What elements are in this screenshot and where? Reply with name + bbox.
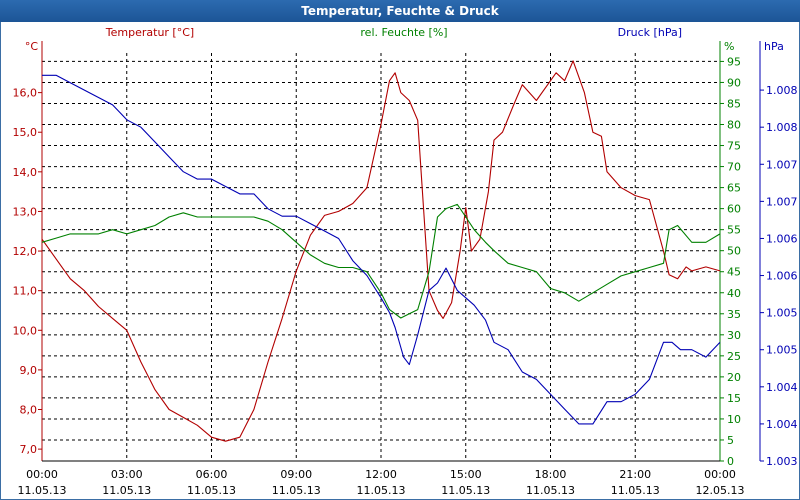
middle-tick-label: 65: [727, 182, 741, 195]
middle-tick-label: 50: [727, 245, 741, 258]
left-tick-label: 16,0: [13, 87, 38, 100]
x-tick-time: 03:00: [111, 468, 143, 481]
left-tick-label: 8,0: [20, 404, 38, 417]
middle-tick-label: 10: [727, 413, 741, 426]
middle-axis-title: rel. Feuchte [%]: [360, 26, 447, 39]
axes: [38, 41, 764, 462]
middle-tick-label: 0: [727, 455, 734, 468]
right-tick-label: 1.005: [766, 344, 798, 357]
x-tick-time: 18:00: [535, 468, 567, 481]
left-tick-label: 11,0: [13, 285, 38, 298]
x-tick-time: 09:00: [280, 468, 312, 481]
labels: 00:00 11.05.13 03:00 11.05.13 06:00 11.05.13 0…: [13, 26, 798, 497]
middle-axis-unit: %: [724, 40, 734, 53]
middle-tick-label: 5: [727, 434, 734, 447]
right-tick-label: 1.006: [766, 270, 798, 283]
left-tick-label: 12,0: [13, 245, 38, 258]
middle-tick-label: 60: [727, 203, 741, 216]
middle-tick-label: 80: [727, 119, 741, 132]
left-tick-label: 15,0: [13, 126, 38, 139]
middle-tick-label: 85: [727, 97, 741, 110]
left-tick-label: 7,0: [20, 443, 38, 456]
left-tick-label: 9,0: [20, 364, 38, 377]
x-tick-date: 11.05.13: [441, 484, 490, 497]
x-tick-date: 11.05.13: [526, 484, 575, 497]
right-tick-label: 1.004: [766, 418, 798, 431]
right-tick-label: 1.008: [766, 121, 798, 134]
right-tick-label: 1.007: [766, 195, 798, 208]
middle-tick-label: 20: [727, 371, 741, 384]
right-tick-label: 1.006: [766, 232, 798, 245]
middle-tick-label: 40: [727, 287, 741, 300]
x-tick-date: 11.05.13: [611, 484, 660, 497]
series-layer: [41, 60, 721, 442]
series-line-rel-feuchte: [41, 203, 721, 319]
left-tick-label: 13,0: [13, 205, 38, 218]
middle-tick-label: 35: [727, 308, 741, 321]
middle-tick-label: 90: [727, 76, 741, 89]
middle-tick-label: 45: [727, 266, 741, 279]
x-tick-time: 21:00: [619, 468, 651, 481]
x-tick-date: 11.05.13: [102, 484, 151, 497]
left-axis-title: Temperatur [°C]: [105, 26, 194, 39]
x-tick-time: 00:00: [704, 468, 736, 481]
left-axis-unit: °C: [25, 40, 39, 53]
middle-tick-label: 95: [727, 55, 741, 68]
chart-title: Temperatur, Feuchte & Druck: [0, 0, 800, 22]
middle-tick-label: 30: [727, 329, 741, 342]
right-tick-label: 1.007: [766, 158, 798, 171]
x-tick-time: 06:00: [196, 468, 228, 481]
right-axis-title: Druck [hPa]: [618, 26, 682, 39]
right-tick-label: 1.004: [766, 381, 798, 394]
x-tick-time: 12:00: [365, 468, 397, 481]
left-tick-label: 10,0: [13, 324, 38, 337]
middle-tick-label: 70: [727, 161, 741, 174]
right-tick-label: 1.005: [766, 307, 798, 320]
x-tick-time: 15:00: [450, 468, 482, 481]
x-tick-time: 00:00: [26, 468, 58, 481]
left-tick-label: 14,0: [13, 166, 38, 179]
x-tick-date: 11.05.13: [357, 484, 406, 497]
series-line-druck: [42, 74, 721, 425]
grid: [42, 53, 720, 461]
x-tick-date: 12.05.13: [696, 484, 745, 497]
x-tick-date: 11.05.13: [18, 484, 67, 497]
middle-tick-label: 55: [727, 224, 741, 237]
right-tick-label: 1.008: [766, 84, 798, 97]
right-axis-unit: hPa: [764, 40, 784, 53]
x-tick-date: 11.05.13: [187, 484, 236, 497]
middle-tick-label: 75: [727, 140, 741, 153]
right-tick-label: 1.003: [766, 455, 798, 468]
middle-tick-label: 25: [727, 350, 741, 363]
middle-tick-label: 15: [727, 392, 741, 405]
x-tick-date: 11.05.13: [272, 484, 321, 497]
